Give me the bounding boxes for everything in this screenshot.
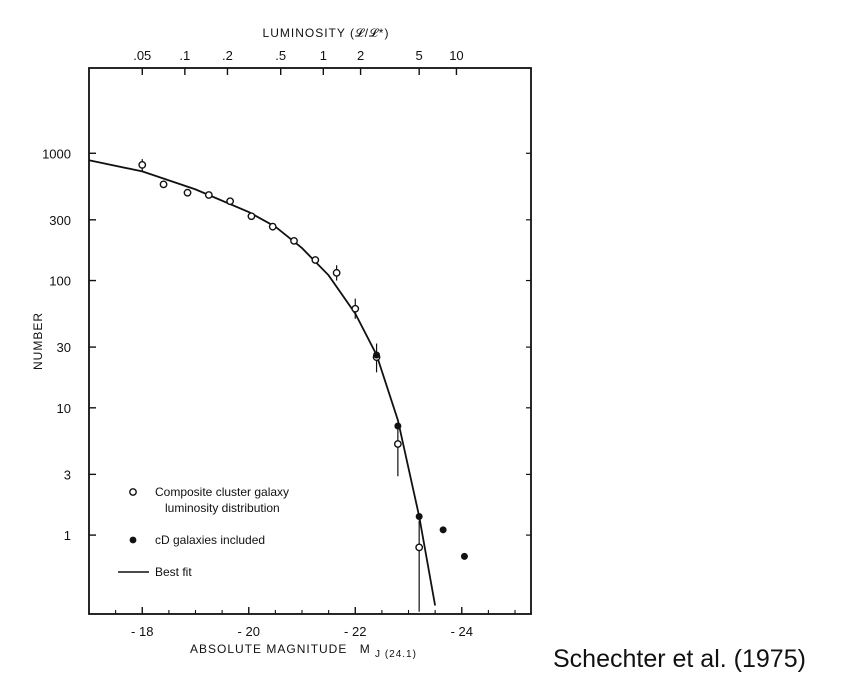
y-tick-label: 1 <box>64 528 71 543</box>
open-data-point <box>268 222 277 231</box>
y-tick-label: 30 <box>57 340 71 355</box>
y-tick-label: 300 <box>49 213 71 228</box>
top-tick-label: .05 <box>133 48 151 63</box>
top-tick-label: .5 <box>275 48 286 63</box>
top-tick-label: .2 <box>222 48 233 63</box>
x-axis-label-symbol: M <box>360 642 371 656</box>
y-axis-label: NUMBER <box>31 312 45 370</box>
legend-filled-label: cD galaxies included <box>155 533 265 547</box>
filled-data-point <box>415 512 423 520</box>
y-tick-label: 10 <box>57 401 71 416</box>
citation-text: Schechter et al. (1975) <box>553 645 806 673</box>
y-tick-label: 1000 <box>42 146 71 161</box>
open-data-point <box>393 440 402 448</box>
top-tick-label: 10 <box>449 48 463 63</box>
legend-open-label-line1: Composite cluster galaxy <box>155 485 289 499</box>
legend-line-label: Best fit <box>155 565 192 579</box>
top-tick-label: 1 <box>320 48 327 63</box>
open-data-point <box>226 197 235 206</box>
filled-data-point <box>460 552 468 560</box>
open-data-point <box>415 543 424 552</box>
open-data-point <box>351 304 360 313</box>
legend: Composite cluster galaxy luminosity dist… <box>118 485 289 579</box>
x-tick-label: - 22 <box>344 624 366 639</box>
filled-data-point <box>394 422 402 430</box>
legend-open-label-line2: luminosity distribution <box>165 501 280 515</box>
x-axis-label-subscript: J (24.1) <box>375 649 417 660</box>
open-data-point <box>247 212 256 221</box>
filled-data-point <box>439 526 447 534</box>
top-tick-label: 2 <box>357 48 364 63</box>
open-data-point <box>311 256 320 264</box>
x-axis-label: ABSOLUTE MAGNITUDE M J (24.1) <box>190 642 417 660</box>
open-data-point <box>332 268 341 277</box>
open-data-point <box>159 180 168 189</box>
top-tick-label: .1 <box>179 48 190 63</box>
x-axis-label-main: ABSOLUTE MAGNITUDE <box>190 642 347 656</box>
y-tick-label: 100 <box>49 274 71 289</box>
open-data-point <box>138 161 147 169</box>
legend-open-marker <box>129 488 137 496</box>
x-tick-label: - 18 <box>131 624 153 639</box>
plot-frame <box>88 67 532 615</box>
top-axis-label: LUMINOSITY (𝓛/𝓛*) <box>263 26 390 40</box>
filled-data-point <box>373 351 381 359</box>
x-tick-label: - 24 <box>451 624 473 639</box>
x-tick-label: - 20 <box>238 624 260 639</box>
open-data-point <box>204 191 213 199</box>
legend-filled-marker <box>129 536 137 544</box>
top-tick-label: 5 <box>416 48 423 63</box>
y-tick-label: 3 <box>64 467 71 482</box>
open-data-point <box>183 188 192 197</box>
open-data-point <box>290 236 298 245</box>
